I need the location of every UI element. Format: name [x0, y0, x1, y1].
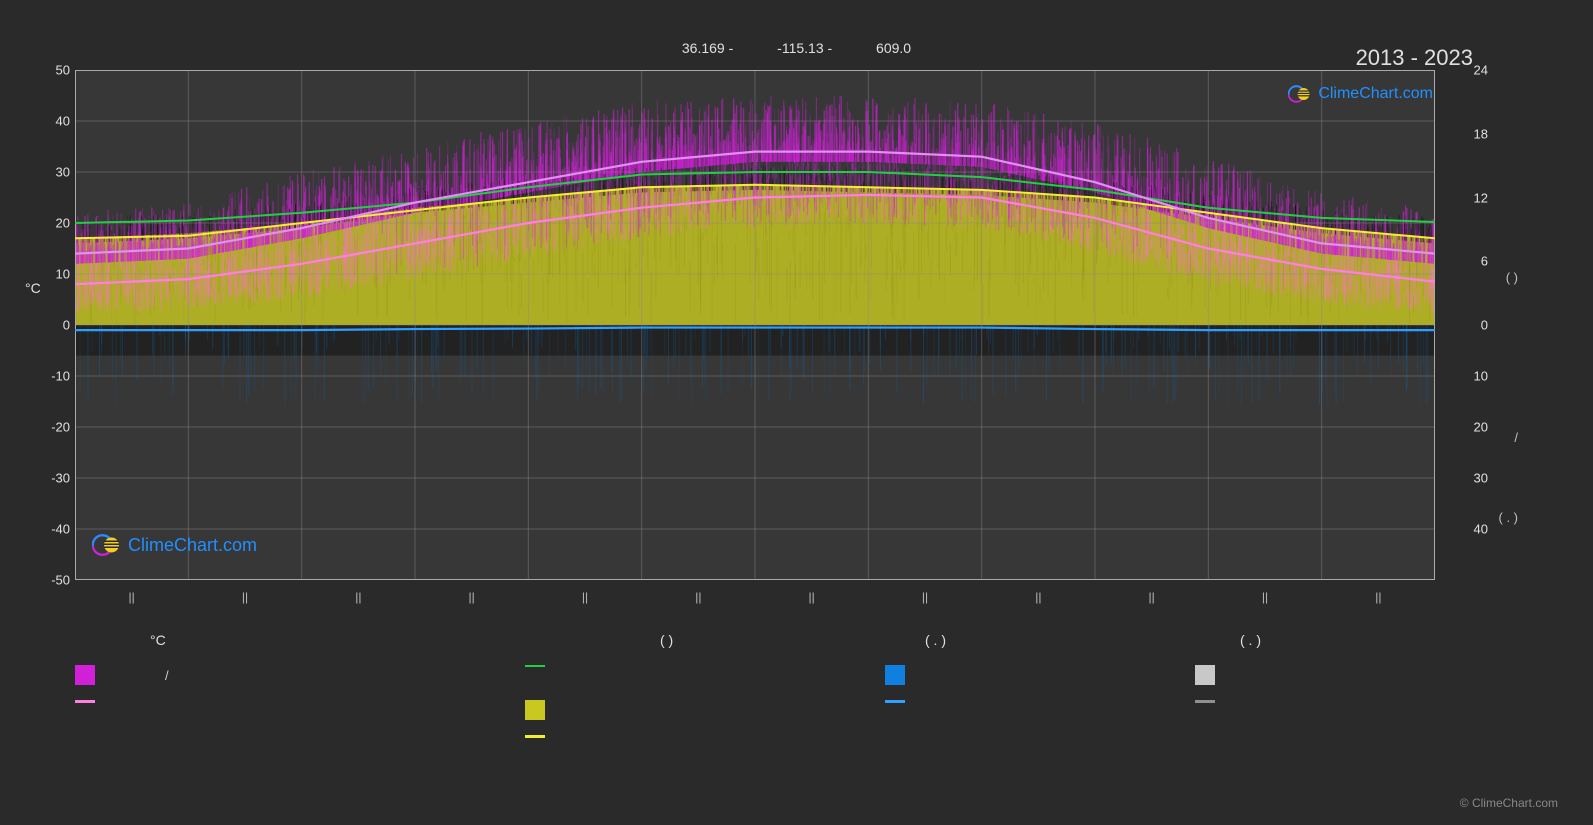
- watermark-small: ClimeChart.com: [1288, 82, 1433, 106]
- y-right-tick: 20: [1474, 420, 1488, 435]
- y-left-tick: 10: [56, 267, 70, 282]
- y-left-tick: -20: [51, 420, 70, 435]
- legend-swatch: [75, 700, 95, 703]
- x-tick: ||: [242, 590, 248, 604]
- y-right-tick: 10: [1474, 369, 1488, 384]
- y-left-tick: -30: [51, 471, 70, 486]
- y-right-tick: 24: [1474, 63, 1488, 78]
- lat-label: 36.169 -: [682, 40, 733, 56]
- y-right-tick: 6: [1481, 254, 1488, 269]
- x-tick: ||: [582, 590, 588, 604]
- brand-name: ClimeChart.com: [128, 535, 257, 556]
- logo-icon: [92, 530, 122, 560]
- elev-label: 609.0: [876, 40, 911, 56]
- x-tick: ||: [355, 590, 361, 604]
- year-range: 2013 - 2023: [1356, 45, 1473, 71]
- legend-h1: °C: [150, 632, 166, 648]
- legend-item: /: [75, 665, 169, 685]
- logo-icon: [1288, 82, 1312, 106]
- legend-swatch: [525, 735, 545, 738]
- x-tick: ||: [695, 590, 701, 604]
- copyright: © ClimeChart.com: [1460, 796, 1558, 810]
- x-tick: ||: [129, 590, 135, 604]
- legend-item: [885, 665, 975, 685]
- legend-item: [525, 665, 615, 667]
- legend-item: [885, 700, 975, 703]
- y-right-tick: 30: [1474, 471, 1488, 486]
- y-right-annotation: /: [1514, 430, 1518, 445]
- header-coords: 36.169 - -115.13 - 609.0: [0, 40, 1593, 56]
- legend-swatch: [1195, 700, 1215, 703]
- legend-swatch: [1195, 665, 1215, 685]
- legend-item: [1195, 665, 1285, 685]
- y-right-tick: 12: [1474, 190, 1488, 205]
- x-tick: ||: [469, 590, 475, 604]
- legend-swatch: [525, 700, 545, 720]
- brand-name-small: ClimeChart.com: [1318, 85, 1433, 103]
- y-left-tick: -10: [51, 369, 70, 384]
- x-tick: ||: [1375, 590, 1381, 604]
- legend-item: [525, 735, 615, 738]
- y-left-tick: 20: [56, 216, 70, 231]
- x-tick: ||: [809, 590, 815, 604]
- y-left-tick: -50: [51, 573, 70, 588]
- y-left-tick: 30: [56, 165, 70, 180]
- y-right-annotation: ( ): [1506, 270, 1518, 285]
- y-left-label: °C: [25, 280, 41, 296]
- chart-canvas: [75, 70, 1435, 580]
- x-tick: ||: [1035, 590, 1041, 604]
- legend-item: [1195, 700, 1285, 703]
- y-right-annotation: ( . ): [1499, 510, 1519, 525]
- y-right-tick: 0: [1481, 318, 1488, 333]
- legend-swatch: [525, 665, 545, 667]
- legend-h2: ( ): [660, 632, 673, 648]
- x-tick: ||: [1149, 590, 1155, 604]
- x-tick: ||: [1262, 590, 1268, 604]
- legend-item: [75, 700, 165, 703]
- y-right-tick: 40: [1474, 522, 1488, 537]
- y-left-tick: 40: [56, 114, 70, 129]
- legend-swatch: [75, 665, 95, 685]
- legend-swatch: [885, 665, 905, 685]
- y-left-tick: 50: [56, 63, 70, 78]
- y-right-tick: 18: [1474, 126, 1488, 141]
- y-left-tick: 0: [63, 318, 70, 333]
- legend-label: /: [165, 668, 169, 683]
- legend-h4: ( . ): [1240, 632, 1261, 648]
- legend-h3: ( . ): [925, 632, 946, 648]
- legend-swatch: [885, 700, 905, 703]
- y-left-tick: -40: [51, 522, 70, 537]
- y-left-ticks: 50403020100-10-20-30-40-50: [40, 70, 70, 580]
- x-tick: ||: [922, 590, 928, 604]
- lon-label: -115.13 -: [777, 40, 832, 56]
- watermark-large: ClimeChart.com: [92, 530, 257, 560]
- legend-item: [525, 700, 615, 720]
